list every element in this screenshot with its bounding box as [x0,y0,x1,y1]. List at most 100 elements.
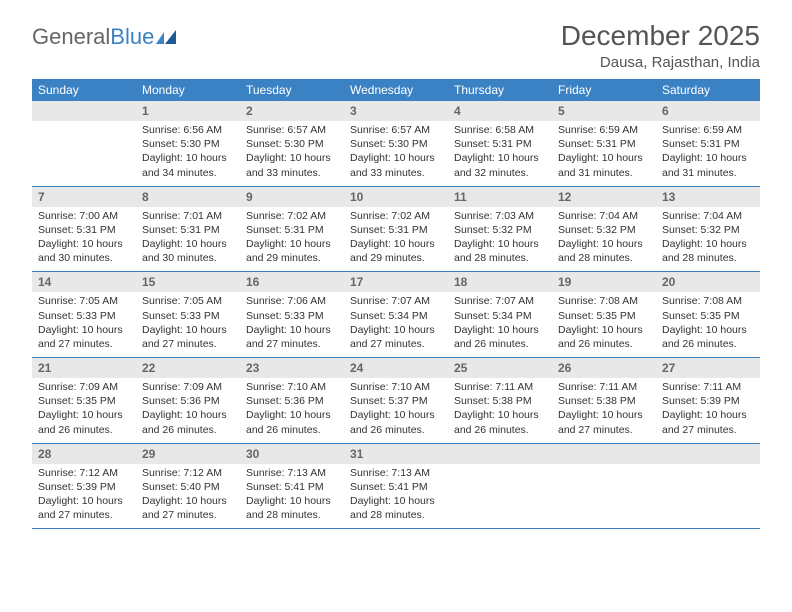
logo: GeneralBlue [32,24,176,50]
day-content: Sunrise: 7:12 AMSunset: 5:40 PMDaylight:… [136,464,240,529]
month-title: December 2025 [561,20,760,52]
day-content: Sunrise: 7:10 AMSunset: 5:37 PMDaylight:… [344,378,448,443]
day-number: 26 [552,358,656,378]
day-number: 23 [240,358,344,378]
calendar-body: 1Sunrise: 6:56 AMSunset: 5:30 PMDaylight… [32,101,760,529]
day-cell: 16Sunrise: 7:06 AMSunset: 5:33 PMDayligh… [240,272,344,358]
day-number: 10 [344,187,448,207]
day-number: 21 [32,358,136,378]
day-content: Sunrise: 7:07 AMSunset: 5:34 PMDaylight:… [344,292,448,357]
day-content: Sunrise: 7:07 AMSunset: 5:34 PMDaylight:… [448,292,552,357]
day-number: 16 [240,272,344,292]
day-number: 19 [552,272,656,292]
logo-first: General [32,24,110,49]
day-cell: 19Sunrise: 7:08 AMSunset: 5:35 PMDayligh… [552,272,656,358]
day-number: 8 [136,187,240,207]
day-content: Sunrise: 7:12 AMSunset: 5:39 PMDaylight:… [32,464,136,529]
day-cell: 20Sunrise: 7:08 AMSunset: 5:35 PMDayligh… [656,272,760,358]
day-content: Sunrise: 7:00 AMSunset: 5:31 PMDaylight:… [32,207,136,272]
day-cell: 25Sunrise: 7:11 AMSunset: 5:38 PMDayligh… [448,358,552,444]
day-number: 11 [448,187,552,207]
day-number: 25 [448,358,552,378]
day-number: 30 [240,444,344,464]
day-cell: 3Sunrise: 6:57 AMSunset: 5:30 PMDaylight… [344,101,448,186]
day-number: 29 [136,444,240,464]
day-content: Sunrise: 7:13 AMSunset: 5:41 PMDaylight:… [344,464,448,529]
day-content: Sunrise: 7:09 AMSunset: 5:35 PMDaylight:… [32,378,136,443]
day-number: 13 [656,187,760,207]
weekday-row: SundayMondayTuesdayWednesdayThursdayFrid… [32,79,760,101]
day-number: 6 [656,101,760,121]
empty-header [656,444,760,464]
day-number: 31 [344,444,448,464]
day-number: 24 [344,358,448,378]
empty-day [32,101,136,186]
day-content: Sunrise: 7:13 AMSunset: 5:41 PMDaylight:… [240,464,344,529]
day-cell: 26Sunrise: 7:11 AMSunset: 5:38 PMDayligh… [552,358,656,444]
calendar: SundayMondayTuesdayWednesdayThursdayFrid… [32,79,760,529]
day-number: 22 [136,358,240,378]
day-content: Sunrise: 7:01 AMSunset: 5:31 PMDaylight:… [136,207,240,272]
weekday-header: Tuesday [240,79,344,101]
day-cell: 17Sunrise: 7:07 AMSunset: 5:34 PMDayligh… [344,272,448,358]
day-number: 7 [32,187,136,207]
day-cell: 8Sunrise: 7:01 AMSunset: 5:31 PMDaylight… [136,186,240,272]
day-content: Sunrise: 7:11 AMSunset: 5:38 PMDaylight:… [552,378,656,443]
day-number: 4 [448,101,552,121]
day-number: 12 [552,187,656,207]
day-cell: 27Sunrise: 7:11 AMSunset: 5:39 PMDayligh… [656,358,760,444]
day-content: Sunrise: 7:04 AMSunset: 5:32 PMDaylight:… [552,207,656,272]
empty-header [32,101,136,121]
day-cell: 21Sunrise: 7:09 AMSunset: 5:35 PMDayligh… [32,358,136,444]
weekday-header: Friday [552,79,656,101]
day-cell: 24Sunrise: 7:10 AMSunset: 5:37 PMDayligh… [344,358,448,444]
day-cell: 29Sunrise: 7:12 AMSunset: 5:40 PMDayligh… [136,443,240,529]
title-block: December 2025 Dausa, Rajasthan, India [561,20,760,71]
day-cell: 1Sunrise: 6:56 AMSunset: 5:30 PMDaylight… [136,101,240,186]
day-cell: 4Sunrise: 6:58 AMSunset: 5:31 PMDaylight… [448,101,552,186]
day-cell: 14Sunrise: 7:05 AMSunset: 5:33 PMDayligh… [32,272,136,358]
day-cell: 18Sunrise: 7:07 AMSunset: 5:34 PMDayligh… [448,272,552,358]
calendar-week: 1Sunrise: 6:56 AMSunset: 5:30 PMDaylight… [32,101,760,186]
day-content: Sunrise: 7:10 AMSunset: 5:36 PMDaylight:… [240,378,344,443]
calendar-week: 28Sunrise: 7:12 AMSunset: 5:39 PMDayligh… [32,443,760,529]
empty-day [448,443,552,529]
day-content: Sunrise: 6:59 AMSunset: 5:31 PMDaylight:… [656,121,760,186]
day-cell: 10Sunrise: 7:02 AMSunset: 5:31 PMDayligh… [344,186,448,272]
day-content: Sunrise: 6:56 AMSunset: 5:30 PMDaylight:… [136,121,240,186]
day-number: 5 [552,101,656,121]
day-content: Sunrise: 7:02 AMSunset: 5:31 PMDaylight:… [240,207,344,272]
day-cell: 31Sunrise: 7:13 AMSunset: 5:41 PMDayligh… [344,443,448,529]
logo-icon [156,30,176,44]
day-number: 20 [656,272,760,292]
day-cell: 12Sunrise: 7:04 AMSunset: 5:32 PMDayligh… [552,186,656,272]
day-cell: 7Sunrise: 7:00 AMSunset: 5:31 PMDaylight… [32,186,136,272]
day-content: Sunrise: 7:08 AMSunset: 5:35 PMDaylight:… [656,292,760,357]
day-cell: 30Sunrise: 7:13 AMSunset: 5:41 PMDayligh… [240,443,344,529]
day-cell: 11Sunrise: 7:03 AMSunset: 5:32 PMDayligh… [448,186,552,272]
day-cell: 23Sunrise: 7:10 AMSunset: 5:36 PMDayligh… [240,358,344,444]
day-content: Sunrise: 6:59 AMSunset: 5:31 PMDaylight:… [552,121,656,186]
day-cell: 6Sunrise: 6:59 AMSunset: 5:31 PMDaylight… [656,101,760,186]
day-cell: 13Sunrise: 7:04 AMSunset: 5:32 PMDayligh… [656,186,760,272]
day-cell: 9Sunrise: 7:02 AMSunset: 5:31 PMDaylight… [240,186,344,272]
day-content: Sunrise: 7:09 AMSunset: 5:36 PMDaylight:… [136,378,240,443]
day-cell: 28Sunrise: 7:12 AMSunset: 5:39 PMDayligh… [32,443,136,529]
day-number: 17 [344,272,448,292]
logo-text: GeneralBlue [32,24,154,50]
day-cell: 15Sunrise: 7:05 AMSunset: 5:33 PMDayligh… [136,272,240,358]
day-content: Sunrise: 7:02 AMSunset: 5:31 PMDaylight:… [344,207,448,272]
header: GeneralBlue December 2025 Dausa, Rajasth… [32,20,760,71]
weekday-header: Sunday [32,79,136,101]
weekday-header: Saturday [656,79,760,101]
day-content: Sunrise: 7:08 AMSunset: 5:35 PMDaylight:… [552,292,656,357]
day-content: Sunrise: 7:05 AMSunset: 5:33 PMDaylight:… [32,292,136,357]
day-number: 15 [136,272,240,292]
day-number: 1 [136,101,240,121]
day-number: 28 [32,444,136,464]
day-number: 27 [656,358,760,378]
calendar-week: 14Sunrise: 7:05 AMSunset: 5:33 PMDayligh… [32,272,760,358]
day-cell: 22Sunrise: 7:09 AMSunset: 5:36 PMDayligh… [136,358,240,444]
day-cell: 2Sunrise: 6:57 AMSunset: 5:30 PMDaylight… [240,101,344,186]
weekday-header: Monday [136,79,240,101]
